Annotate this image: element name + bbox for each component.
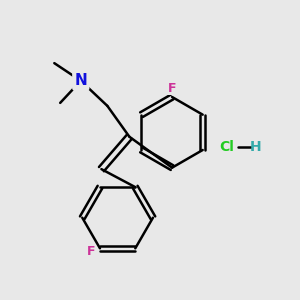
Text: N: N xyxy=(74,73,87,88)
Text: F: F xyxy=(87,245,95,258)
Text: H: H xyxy=(250,140,262,154)
Text: Cl: Cl xyxy=(219,140,234,154)
Text: F: F xyxy=(168,82,176,95)
